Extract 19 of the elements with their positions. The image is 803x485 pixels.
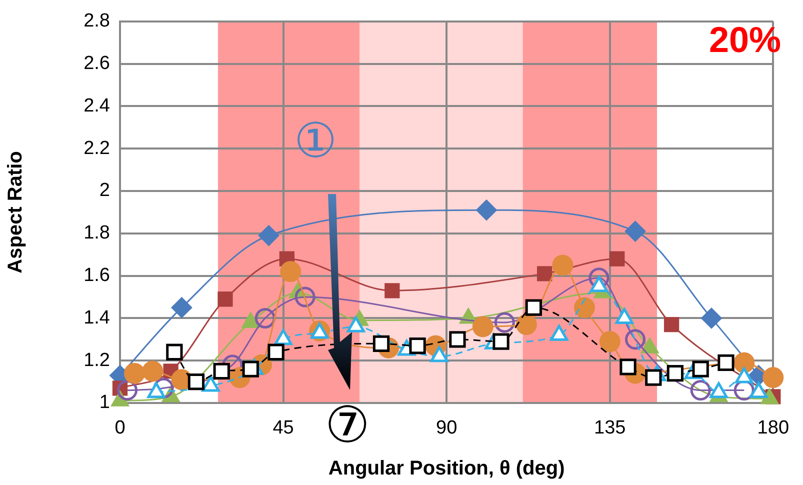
x-tick-label: 45 <box>272 418 294 439</box>
x-tick-label: 135 <box>594 418 626 439</box>
y-tick-label: 2.8 <box>84 10 110 32</box>
annotation: ⑦ <box>325 397 370 453</box>
y-axis-title: Aspect Ratio <box>4 151 27 274</box>
x-tick-label: 90 <box>436 418 458 439</box>
y-tick-label: 2.2 <box>84 138 110 159</box>
y-tick-label: 1.4 <box>84 307 110 328</box>
y-tick-label: 2.4 <box>84 95 110 116</box>
x-axis-title: Angular Position, θ (deg) <box>328 458 565 480</box>
x-tick-label: 0 <box>114 418 126 439</box>
y-tick-label: 2 <box>99 180 110 202</box>
y-tick-label: 1.8 <box>84 222 110 244</box>
y-tick-label: 1 <box>99 392 110 414</box>
y-tick-label: 2.6 <box>84 53 110 74</box>
y-tick-label: 1.6 <box>84 265 110 286</box>
y-tick-label: 1.2 <box>84 350 110 371</box>
x-tick-label: 180 <box>757 418 789 439</box>
annotation: 20% <box>708 19 781 60</box>
